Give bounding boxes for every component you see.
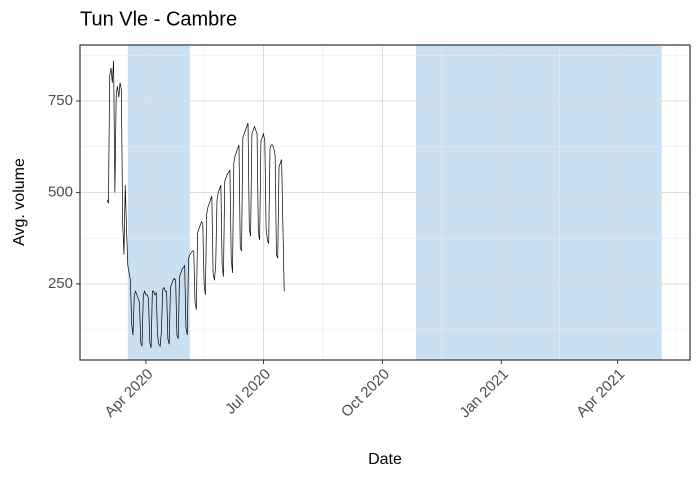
x-tick-label: Apr 2021 xyxy=(573,366,628,421)
x-tick-label: Jul 2020 xyxy=(222,366,274,418)
x-axis-title: Date xyxy=(368,451,402,468)
data-line xyxy=(106,60,285,349)
x-tick-label: Oct 2020 xyxy=(338,366,393,421)
shaded-period xyxy=(127,45,190,360)
y-axis-title: Avg. volume xyxy=(11,158,28,246)
y-tick-label: 250 xyxy=(48,275,73,292)
x-tick-label: Jan 2021 xyxy=(456,366,512,422)
plot-border xyxy=(79,44,691,361)
x-tick-label: Apr 2020 xyxy=(101,366,156,421)
y-tick-label: 500 xyxy=(48,183,73,200)
y-tick-label: 750 xyxy=(48,92,73,109)
chart-title: Tun Vle - Cambre xyxy=(80,8,237,30)
shaded-period xyxy=(416,45,662,360)
